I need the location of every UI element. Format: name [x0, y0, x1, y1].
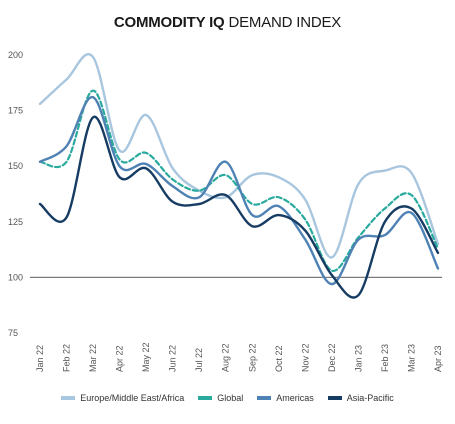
x-tick-label: Jun 22: [168, 345, 178, 372]
x-tick-label: Mar 23: [406, 344, 416, 372]
x-tick-label: Jan 22: [35, 345, 45, 372]
x-tick-label: Dec 22: [327, 343, 337, 372]
legend-swatch: [61, 396, 76, 400]
x-tick-label: Oct 22: [274, 345, 284, 372]
x-tick-label: Feb 23: [380, 344, 390, 372]
legend-item-europe-middle-east-africa: Europe/Middle East/Africa: [61, 393, 184, 403]
chart-title-brand: COMMODITY IQ: [113, 14, 225, 31]
legend-swatch: [198, 396, 213, 400]
series-line-americas: [38, 96, 440, 286]
y-tick-label: 150: [8, 161, 23, 171]
legend-label: Europe/Middle East/Africa: [80, 393, 185, 403]
legend-label: Americas: [276, 393, 314, 403]
series-line-asia-pacific: [38, 115, 440, 299]
legend-item-global: Global: [198, 393, 243, 403]
x-tick-label: Apr 22: [115, 345, 125, 372]
legend-swatch: [257, 396, 272, 400]
y-tick-label: 175: [8, 106, 23, 116]
chart-title: COMMODITY IQ DEMAND INDEX: [0, 14, 455, 31]
x-tick-label: Nov 22: [300, 343, 310, 372]
y-tick-label: 75: [8, 328, 18, 338]
series-line-europe-middle-east-africa: [38, 53, 440, 259]
legend-label: Global: [217, 393, 244, 403]
legend-item-americas: Americas: [257, 393, 314, 403]
x-tick-label: Mar 22: [88, 344, 98, 372]
y-tick-label: 125: [8, 217, 23, 227]
x-tick-label: Jan 23: [353, 345, 363, 372]
x-tick-label: Aug 22: [221, 343, 231, 372]
x-tick-label: Sep 22: [247, 343, 257, 372]
x-tick-label: Jul 22: [194, 348, 204, 372]
series-line-global: [38, 89, 440, 272]
x-tick-label: Apr 23: [433, 345, 443, 372]
y-tick-label: 100: [8, 272, 23, 282]
legend-swatch: [327, 396, 342, 400]
x-tick-label: Feb 22: [62, 344, 72, 372]
legend-label: Asia-Pacific: [346, 393, 394, 403]
chart-title-subject: DEMAND INDEX: [228, 14, 342, 31]
x-tick-label: May 22: [141, 342, 151, 372]
chart-legend: Europe/Middle East/Africa Global Americas A…: [0, 393, 455, 403]
legend-item-asia-pacific: Asia-Pacific: [327, 393, 394, 403]
y-tick-label: 200: [8, 50, 23, 60]
